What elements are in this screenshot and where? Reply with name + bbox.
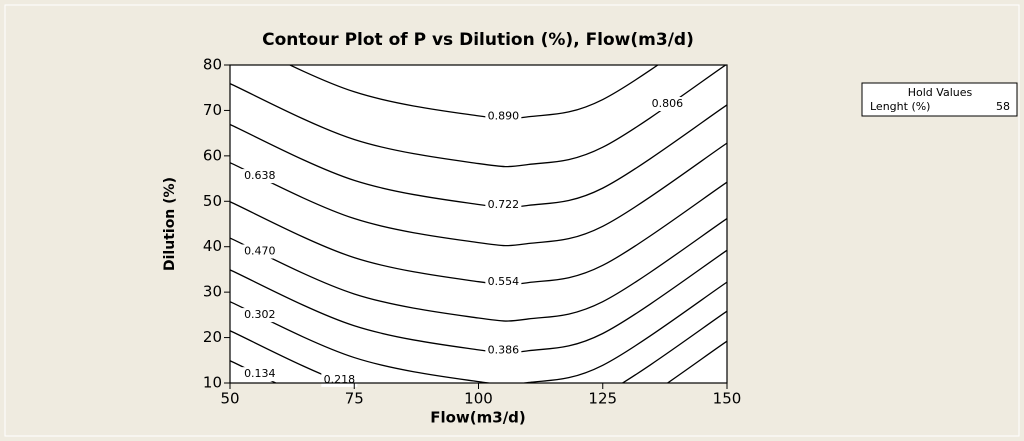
x-tick-label: 150 xyxy=(713,390,742,408)
contour-label-bg xyxy=(485,109,522,124)
contour-label-text: 0.386 xyxy=(488,343,520,356)
contour-label: 0.806 xyxy=(649,96,686,111)
y-tick-label: 10 xyxy=(203,374,222,392)
contour-label: 0.386 xyxy=(485,343,522,358)
contour-line xyxy=(230,65,727,168)
contour-label: 0.722 xyxy=(485,197,522,212)
chart-title: Contour Plot of P vs Dilution (%), Flow(… xyxy=(262,30,694,50)
contour-label: 0.554 xyxy=(485,275,522,290)
contour-line xyxy=(230,142,727,247)
y-tick-label: 30 xyxy=(203,283,222,301)
y-tick-label: 40 xyxy=(203,237,222,255)
y-tick-label: 20 xyxy=(203,328,222,346)
contour-label-text: 0.218 xyxy=(324,373,356,386)
x-tick-label: 125 xyxy=(588,390,617,408)
contour-labels: 0.890 0.806 0.722 0.638 0.554 0.470 0.386 0.302… xyxy=(241,96,686,387)
contour-label-text: 0.722 xyxy=(488,198,520,211)
contour-line xyxy=(230,218,727,322)
y-tick-label: 60 xyxy=(203,146,222,164)
x-tick-label: 50 xyxy=(220,390,239,408)
contour-label: 0.302 xyxy=(241,308,278,323)
contour-label-bg xyxy=(485,197,522,212)
contour-label-bg xyxy=(241,367,278,382)
contour-label-bg xyxy=(241,169,278,184)
contour-label-text: 0.134 xyxy=(244,367,276,380)
y-tick-label: 70 xyxy=(203,101,222,119)
hold-values-value: 58 xyxy=(996,100,1010,113)
contour-label-text: 0.638 xyxy=(244,169,276,182)
contour-label: 0.134 xyxy=(241,367,278,382)
contour-label: 0.470 xyxy=(241,244,278,259)
x-axis-label: Flow(m3/d) xyxy=(430,409,526,427)
contour-label-bg xyxy=(485,343,522,358)
plot-area xyxy=(230,65,727,383)
hold-values-box xyxy=(861,82,1018,117)
contour-label: 0.890 xyxy=(485,109,522,124)
x-tick-label: 100 xyxy=(464,390,493,408)
y-axis-label: Dilution (%) xyxy=(162,177,178,271)
y-tick-label: 50 xyxy=(203,192,222,210)
contours xyxy=(230,65,727,383)
contour-label-bg xyxy=(485,275,522,290)
x-tick-label: 75 xyxy=(345,390,364,408)
contour-label-bg xyxy=(241,244,278,259)
y-tick-label: 80 xyxy=(203,56,222,74)
contour-label-text: 0.554 xyxy=(488,275,520,288)
contour-label-bg xyxy=(649,96,686,111)
hold-values-name: Lenght (%) xyxy=(870,100,930,113)
contour-label-text: 0.806 xyxy=(652,97,684,110)
contour-label-text: 0.302 xyxy=(244,308,276,321)
contour-line xyxy=(230,281,727,383)
contour-label: 0.218 xyxy=(321,372,358,387)
contour-label-text: 0.890 xyxy=(488,109,520,122)
contour-label-bg xyxy=(241,308,278,323)
contour-label-text: 0.470 xyxy=(244,244,276,257)
hold-values-title: Hold Values xyxy=(908,86,973,99)
contour-label: 0.638 xyxy=(241,169,278,184)
